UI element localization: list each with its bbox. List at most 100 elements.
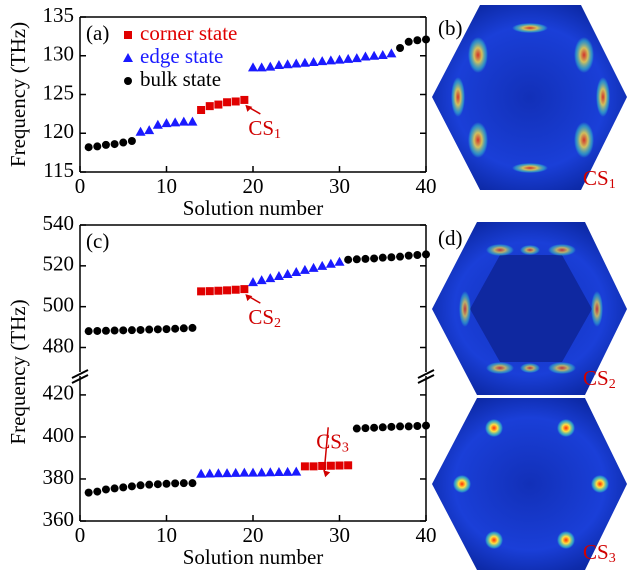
marker-circle: [145, 481, 153, 489]
y-tick-label: 420: [43, 381, 75, 405]
annotation-sub: 1: [274, 127, 281, 142]
marker-circle: [137, 326, 145, 334]
marker-circle: [93, 488, 101, 496]
marker-triangle: [231, 468, 241, 477]
marker-square: [232, 97, 240, 105]
marker-circle: [413, 251, 421, 259]
annotation: CS2: [248, 305, 281, 331]
panel-label: (d): [438, 226, 463, 250]
marker-circle: [163, 480, 171, 488]
marker-circle: [128, 482, 136, 490]
x-tick-label: 10: [156, 523, 177, 547]
marker-circle: [85, 143, 93, 151]
marker-circle: [422, 422, 430, 430]
legend-entry: edge state: [123, 44, 223, 68]
marker-triangle: [291, 267, 301, 276]
marker-circle: [180, 479, 188, 487]
x-tick-label: 40: [416, 523, 437, 547]
y-tick-label: 400: [43, 423, 75, 447]
marker-circle: [93, 327, 101, 335]
marker-circle: [188, 479, 196, 487]
marker-square: [336, 462, 344, 470]
marker-triangle: [248, 62, 258, 71]
marker-circle: [111, 327, 119, 335]
x-tick-label: 20: [243, 523, 264, 547]
annotation-arrowhead: [323, 470, 330, 477]
annotation: CS3: [316, 429, 349, 455]
marker-triangle: [257, 275, 267, 284]
y-tick-label: 120: [43, 119, 75, 143]
marker-circle: [154, 480, 162, 488]
marker-square: [232, 286, 240, 294]
marker-square: [310, 462, 318, 470]
marker-circle: [128, 137, 136, 145]
annotation: CS1: [248, 116, 281, 142]
marker-square: [240, 285, 248, 293]
marker-triangle: [378, 50, 388, 59]
marker-circle: [111, 484, 119, 492]
marker-circle: [353, 425, 361, 433]
marker-square: [327, 462, 335, 470]
marker-circle: [102, 141, 110, 149]
marker-triangle: [300, 265, 310, 274]
marker-circle: [405, 252, 413, 260]
x-tick-label: 20: [243, 174, 264, 198]
annotation-text: CS: [248, 116, 274, 140]
x-tick-label: 0: [75, 523, 86, 547]
marker-triangle: [343, 54, 353, 63]
legend-key: [124, 77, 132, 85]
marker-circle: [344, 256, 352, 264]
marker-circle: [361, 424, 369, 432]
marker-triangle: [179, 117, 189, 126]
marker-square: [206, 287, 214, 295]
marker-triangle: [317, 56, 327, 65]
marker-triangle: [170, 117, 180, 126]
marker-circle: [85, 489, 93, 497]
marker-square: [197, 106, 205, 114]
marker-triangle: [205, 469, 215, 478]
marker-circle: [188, 324, 196, 332]
marker-triangle: [386, 48, 396, 57]
marker-triangle: [257, 62, 267, 71]
marker-triangle: [239, 468, 249, 477]
legend-key: [124, 31, 132, 39]
y-tick-label: 125: [43, 80, 75, 104]
marker-circle: [405, 422, 413, 430]
marker-triangle: [274, 271, 284, 280]
marker-triangle: [369, 51, 379, 60]
marker-circle: [353, 255, 361, 263]
marker-triangle: [187, 117, 197, 126]
marker-circle: [102, 485, 110, 493]
marker-circle: [128, 326, 136, 334]
legend-label: edge state: [140, 44, 223, 68]
marker-triangle: [360, 52, 370, 61]
x-tick-label: 30: [329, 174, 350, 198]
annotation-text: CS: [316, 429, 342, 453]
marker-circle: [171, 479, 179, 487]
x-axis-label: Solution number: [183, 196, 324, 220]
y-tick-label: 135: [43, 3, 75, 27]
marker-triangle: [162, 118, 172, 127]
marker-circle: [387, 423, 395, 431]
marker-circle: [171, 325, 179, 333]
x-tick-label: 30: [329, 523, 350, 547]
figure: (b) (d) CS1 CS2 CS3 11512012513013501020…: [0, 0, 629, 573]
marker-triangle: [274, 60, 284, 69]
marker-circle: [119, 139, 127, 147]
image-caption: CS1: [583, 166, 616, 192]
image-caption: CS3: [583, 540, 616, 566]
marker-triangle: [136, 127, 146, 136]
marker-square: [206, 102, 214, 110]
annotation-sub: 3: [342, 441, 349, 456]
marker-circle: [119, 326, 127, 334]
marker-circle: [111, 140, 119, 148]
marker-triangle: [265, 62, 275, 71]
marker-circle: [370, 424, 378, 432]
legend-entry: corner state: [124, 21, 237, 45]
marker-triangle: [213, 468, 223, 477]
legend-label: corner state: [140, 21, 237, 45]
marker-triangle: [265, 467, 275, 476]
marker-triangle: [248, 468, 258, 477]
marker-circle: [85, 327, 93, 335]
panel-label: (a): [86, 21, 109, 45]
